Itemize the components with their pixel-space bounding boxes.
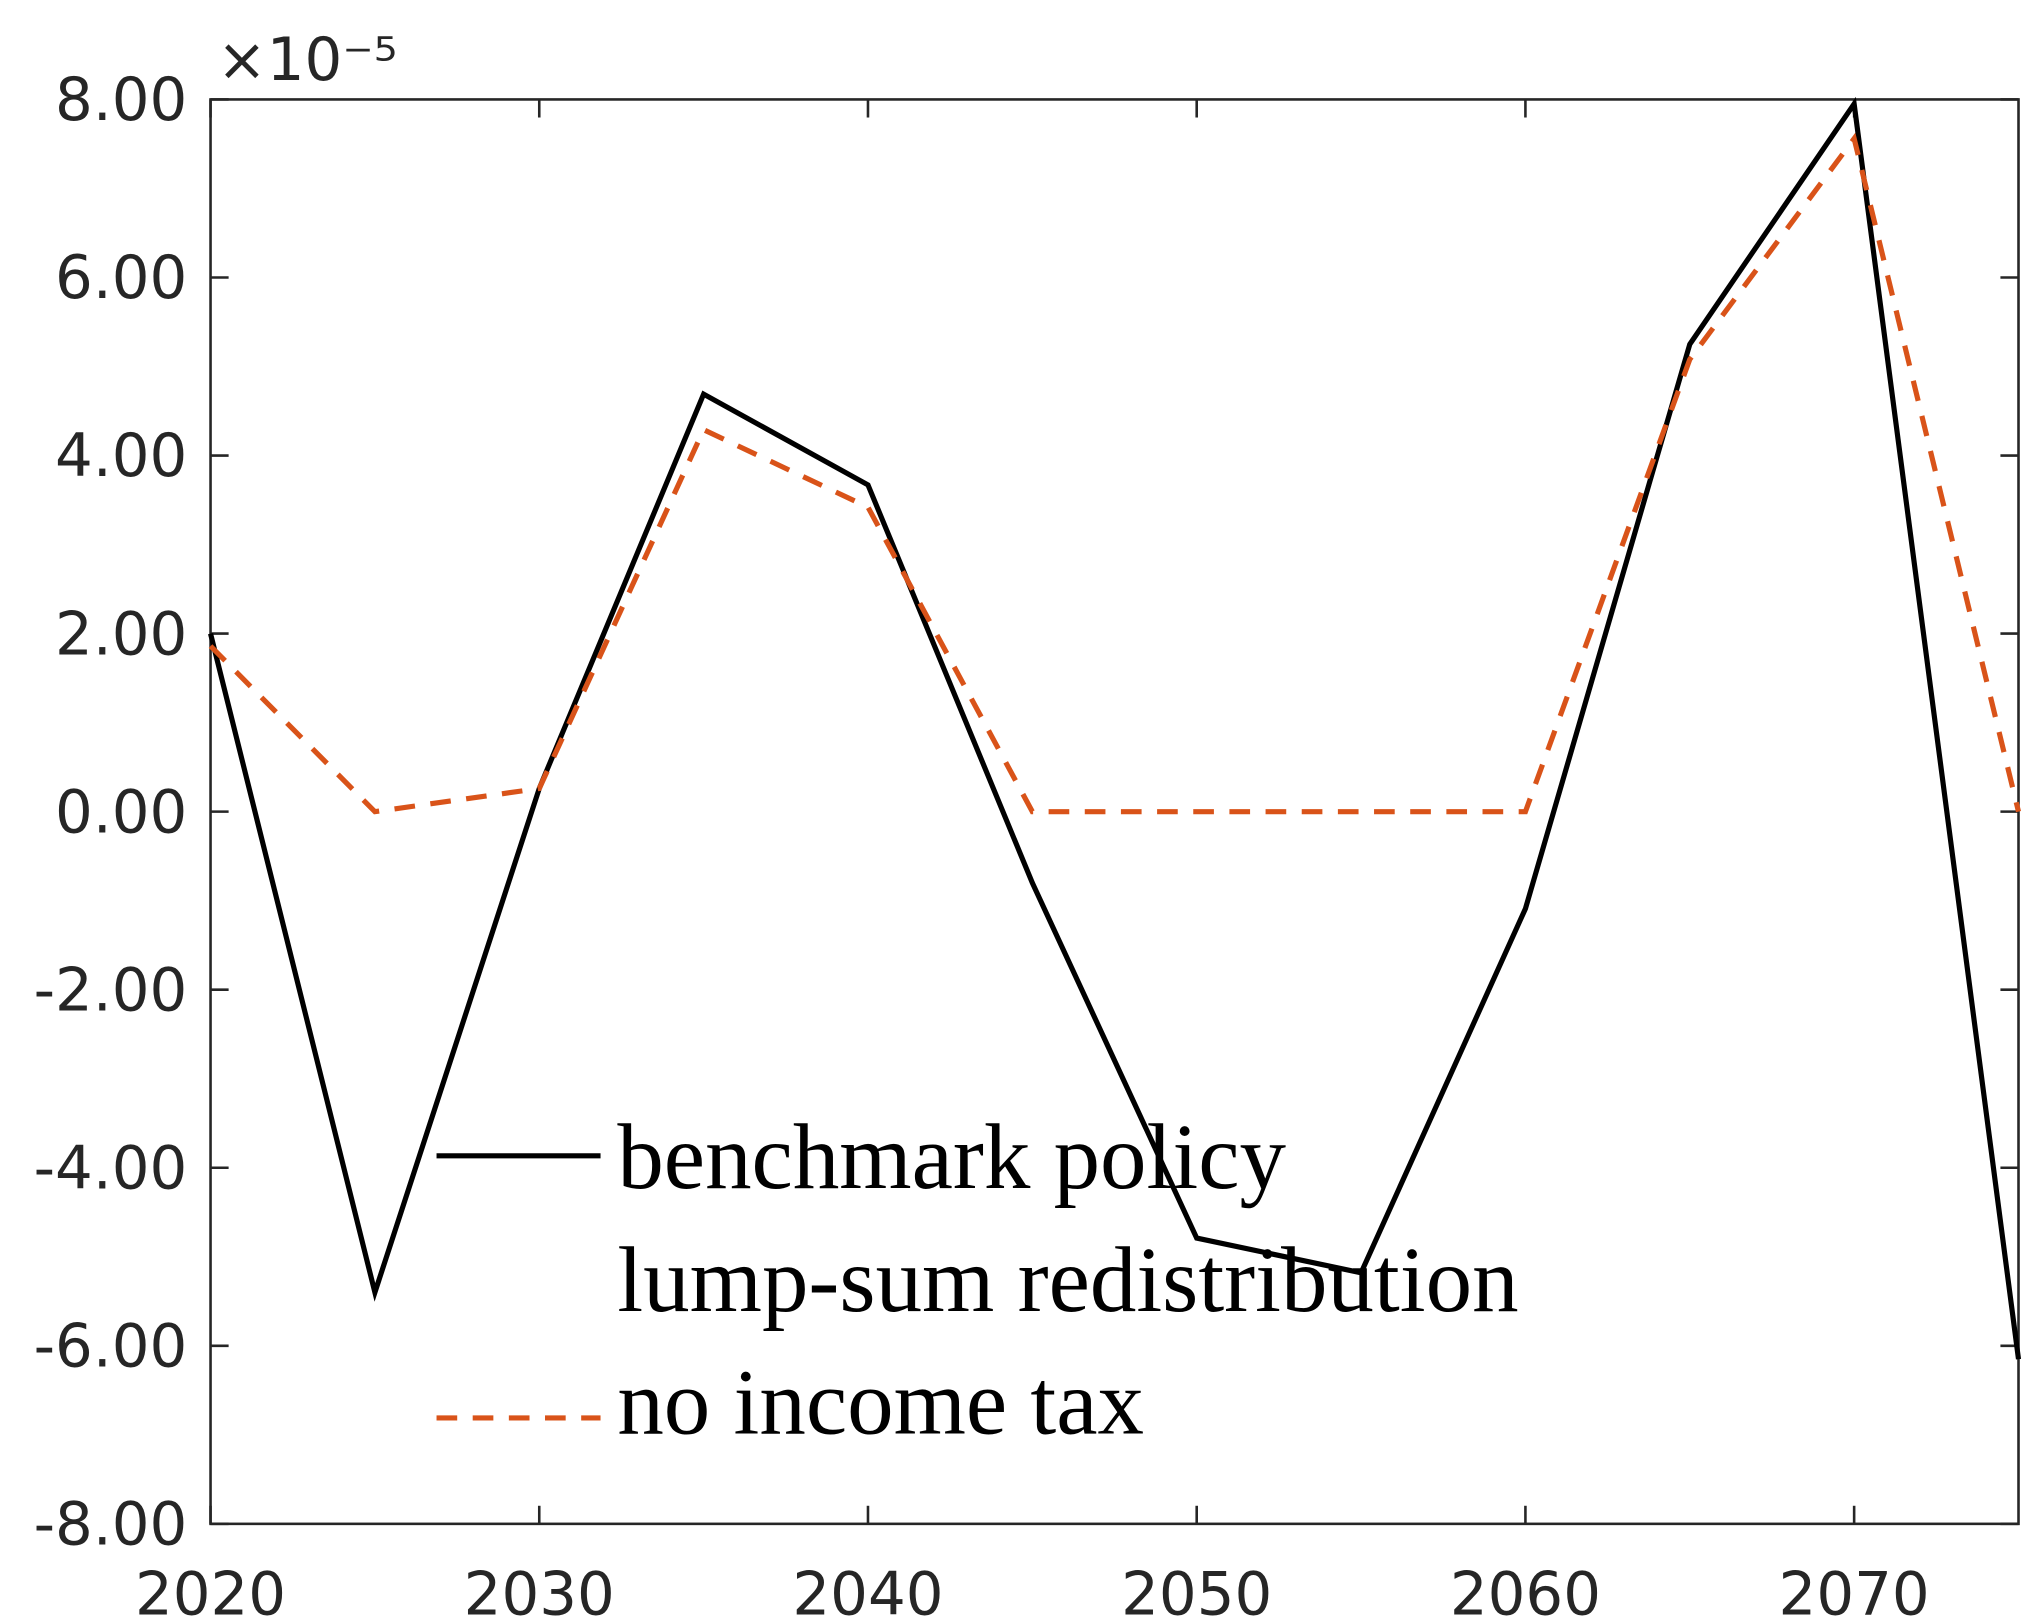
x-tick-label: 2020 <box>135 1560 286 1622</box>
legend-label: benchmark policy <box>617 1106 1286 1209</box>
y-multiplier: ×10⁻⁵ <box>217 26 398 95</box>
y-tick-label: -6.00 <box>34 1312 188 1381</box>
x-tick-label: 2060 <box>1450 1560 1601 1622</box>
y-tick-label: 2.00 <box>55 600 187 669</box>
legend-label: lump-sum redistribution no income tax <box>617 1229 1518 1455</box>
y-tick-label: -8.00 <box>34 1491 188 1560</box>
series-line <box>208 96 2022 1360</box>
series-line <box>208 132 2022 815</box>
y-tick-label: -4.00 <box>34 1134 188 1203</box>
y-tick-label: 0.00 <box>55 778 187 847</box>
x-tick-label: 2070 <box>1779 1560 1930 1622</box>
y-tick-label: 4.00 <box>55 422 187 491</box>
y-tick-label: 8.00 <box>55 66 187 135</box>
y-tick-label: 6.00 <box>55 244 187 313</box>
x-tick-label: 2050 <box>1121 1560 1272 1622</box>
x-tick-label: 2030 <box>464 1560 615 1622</box>
x-tick-label: 2040 <box>792 1560 943 1622</box>
y-tick-label: -2.00 <box>34 956 188 1025</box>
